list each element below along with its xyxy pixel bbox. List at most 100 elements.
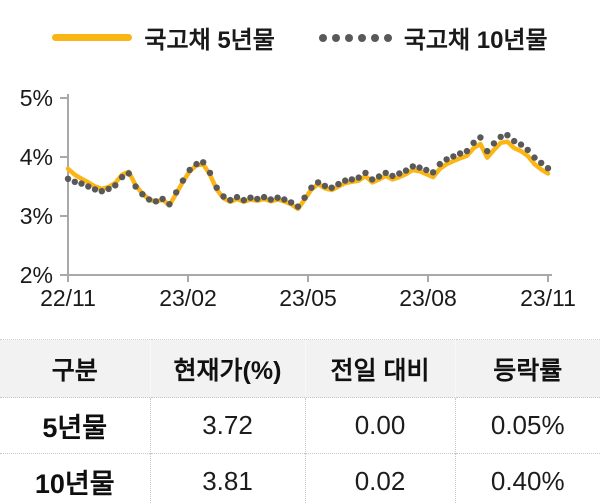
x-axis-label: 22/11	[40, 285, 96, 310]
current-price-10yr: 3.81	[149, 453, 305, 504]
series-10yr-dot	[213, 184, 220, 191]
series-10yr-dot	[112, 182, 119, 189]
series-10yr-dot	[227, 196, 234, 204]
col-header-category: 구분	[0, 339, 150, 398]
series-10yr-dot	[382, 169, 389, 177]
series-10yr-dot	[321, 182, 329, 190]
series-10yr-dot	[524, 146, 531, 154]
series-10yr-dot	[267, 196, 274, 203]
series-10yr-dot	[274, 194, 281, 201]
series-10yr-dot	[152, 198, 160, 205]
x-axis-label: 23/02	[159, 285, 217, 310]
bond-table: 구분 현재가(%) 전일 대비 등락률 5년물 3.72 0.00 0.05% …	[0, 339, 600, 504]
series-10yr-dot	[531, 154, 538, 161]
series-10yr-dot	[342, 177, 349, 184]
series-10yr-dot	[423, 166, 430, 174]
series-10yr-dot	[504, 132, 511, 139]
table-row-5yr: 5년물 3.72 0.00 0.05%	[0, 397, 600, 454]
legend-dot	[370, 33, 379, 42]
y-axis-label: 5%	[20, 85, 53, 111]
series-10yr-dot	[287, 199, 295, 206]
series-10yr-dot	[328, 184, 335, 191]
series-10yr-dot	[254, 195, 261, 203]
series-10yr-dot	[105, 185, 112, 193]
series-10yr-dot	[139, 191, 146, 198]
series-10yr-dot	[484, 147, 491, 155]
series-10yr-dot	[490, 140, 498, 147]
series-10yr-dot	[450, 153, 457, 160]
x-axis-label: 23/05	[279, 285, 337, 310]
series-10yr-dot	[511, 137, 518, 145]
series-10yr-dot	[118, 173, 126, 181]
series-10yr-dot	[166, 201, 173, 208]
series-10yr-dot	[416, 164, 423, 171]
legend-dot	[318, 33, 327, 42]
current-price-5yr: 3.72	[149, 397, 305, 454]
series-10yr-dot	[125, 170, 132, 177]
legend-item-10yr: 국고채 10년물	[318, 20, 548, 55]
legend-label-5yr: 국고채 5년물	[144, 27, 275, 54]
series-10yr-dot	[145, 196, 153, 203]
series-10yr-dot	[78, 180, 85, 187]
series-10yr-dot	[497, 133, 504, 141]
series-10yr-dot	[375, 173, 383, 180]
series-10yr-dot	[193, 160, 200, 168]
series-10yr-dot	[240, 196, 247, 204]
series-10yr-dot	[186, 166, 193, 174]
col-header-change-rate: 등락률	[454, 339, 600, 398]
table-header-row: 구분 현재가(%) 전일 대비 등락률	[0, 339, 600, 398]
series-10yr-dot	[470, 139, 477, 146]
series-10yr-dot	[301, 194, 308, 201]
legend-item-5yr: 국고채 5년물	[52, 20, 275, 55]
series-10yr-dot	[409, 163, 416, 170]
series-10yr-dot	[355, 174, 362, 181]
chart-legend: 국고채 5년물 국고채 10년물	[0, 20, 600, 55]
row-label-5yr: 5년물	[42, 413, 108, 443]
series-10yr-dot	[362, 169, 369, 177]
y-axis-label: 3%	[20, 203, 53, 229]
legend-dot	[344, 33, 353, 42]
legend-line-swatch-5yr-icon	[52, 34, 133, 41]
series-10yr-dot	[233, 193, 241, 201]
x-axis-label: 23/08	[399, 285, 457, 310]
series-10yr-dot	[247, 194, 254, 201]
series-10yr-dot	[173, 189, 180, 196]
y-axis-label: 4%	[20, 144, 53, 170]
row-label-10yr: 10년물	[34, 469, 115, 499]
series-10yr-dot	[369, 176, 376, 183]
legend-dot	[331, 33, 340, 42]
series-10yr-dot	[308, 184, 315, 191]
legend-label-10yr: 국고채 10년물	[403, 27, 548, 54]
series-10yr-dot	[335, 180, 342, 188]
series-10yr-dot	[281, 196, 288, 203]
col-header-current-price: 현재가(%)	[149, 339, 305, 398]
series-5yr-line	[65, 139, 551, 212]
series-10yr-dot	[71, 178, 79, 185]
day-change-10yr: 0.02	[304, 453, 455, 504]
series-10yr-dot	[206, 169, 214, 177]
legend-dot	[357, 33, 366, 42]
series-10yr-dot	[517, 141, 525, 148]
series-10yr-dot	[220, 193, 227, 200]
day-change-5yr: 0.00	[304, 397, 455, 454]
series-10yr-dot	[348, 176, 356, 183]
series-10yr-dot	[64, 175, 72, 182]
series-10yr-dot	[443, 156, 450, 163]
series-10yr-dot	[402, 167, 410, 174]
series-10yr-dot	[389, 172, 396, 180]
series-10yr-dot	[544, 165, 552, 172]
series-10yr-dot	[294, 203, 302, 210]
series-10yr-dot	[132, 183, 139, 190]
series-10yr-dot	[463, 147, 471, 155]
change-rate-5yr: 0.05%	[454, 397, 600, 454]
series-10yr-dot	[260, 193, 268, 201]
series-10yr-dot	[179, 177, 187, 184]
x-axis-label: 23/11	[520, 285, 576, 310]
series-10yr-dot	[477, 134, 484, 141]
series-10yr-dot	[85, 183, 92, 190]
series-10yr-dot	[429, 169, 437, 176]
series-10yr-dot	[314, 179, 322, 186]
series-10yr-dot	[538, 159, 545, 167]
series-10yr-dot	[91, 186, 99, 193]
series-10yr-dot	[456, 150, 464, 157]
